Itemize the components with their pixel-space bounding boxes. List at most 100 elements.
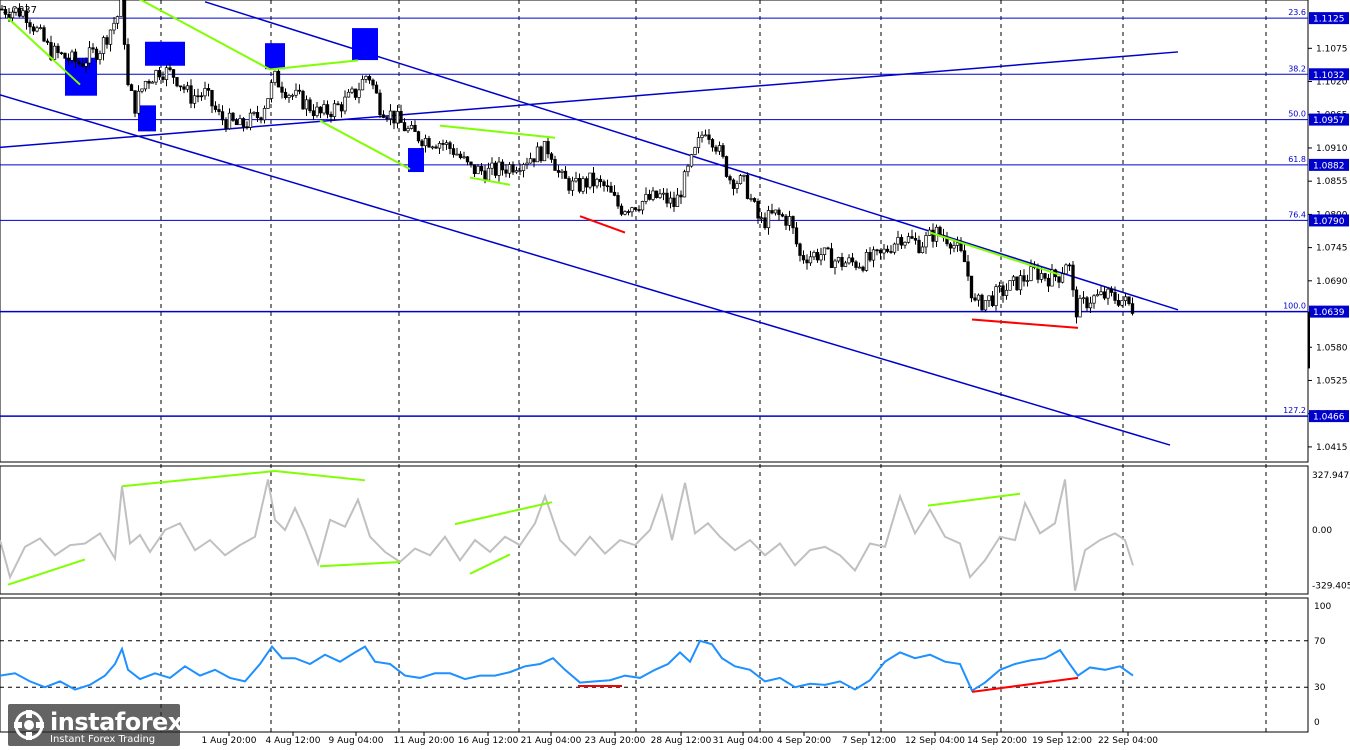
candle-bull [497, 161, 501, 176]
candle-bear [336, 103, 340, 106]
candle-bear [1113, 292, 1117, 301]
candle-bear [637, 209, 641, 211]
candle-bull [525, 162, 529, 165]
x-tick-label: 12 Sep 04:00 [905, 736, 965, 746]
fib-ratio-label: 38.2 [1288, 64, 1306, 73]
candle-bear [721, 145, 725, 157]
fib-price-box [1309, 214, 1349, 227]
candle-bear [745, 174, 750, 199]
candle-bull [315, 106, 319, 117]
candle-bear [0, 8, 4, 11]
candle-bear [948, 243, 953, 249]
candle-bear [931, 229, 935, 242]
candle-bear [710, 139, 715, 148]
candle-bull [14, 7, 18, 13]
candle-bear [231, 112, 235, 121]
candle-bear [1116, 300, 1121, 306]
candle-bear [850, 257, 855, 263]
candle-bull [920, 246, 925, 254]
candle-bear [591, 172, 596, 187]
price-tick-label: 1.0525 [1316, 376, 1348, 386]
candle-bear [605, 185, 610, 188]
candle-bull [857, 266, 862, 269]
candle-bear [220, 111, 225, 121]
candle-bear [1036, 267, 1040, 280]
candle-bull [1095, 294, 1100, 297]
candle-bull [644, 193, 648, 202]
candle-bull [35, 27, 39, 32]
fib-price-label: 1.1125 [1313, 15, 1345, 25]
candle-bull [717, 145, 722, 152]
x-tick-label: 4 Sep 20:00 [777, 736, 832, 746]
candle-bear [31, 26, 36, 32]
fib-ratio-label: 76.4 [1288, 210, 1306, 219]
candle-bear [731, 179, 736, 189]
candle-bear [969, 275, 974, 299]
candle-bull [357, 89, 361, 98]
candle-bear [553, 159, 557, 171]
candle-bull [668, 197, 673, 204]
candle-bear [854, 261, 858, 268]
price-tick-label: 1.0745 [1316, 244, 1348, 254]
price-divergence-line [7, 17, 81, 86]
candle-bull [836, 257, 841, 262]
candle-bear [318, 106, 323, 114]
candle-bear [602, 181, 606, 187]
candle-bull [595, 178, 599, 187]
candle-bull [108, 29, 113, 45]
candle-bull [581, 178, 585, 192]
candle-bull [112, 22, 116, 31]
candle-bull [819, 254, 823, 261]
candle-bull [273, 70, 277, 83]
candle-bear [556, 170, 561, 173]
price-tick-label: 1.0580 [1316, 343, 1348, 353]
candle-bull [238, 118, 242, 126]
channel-line [0, 51, 1179, 149]
candle-bear [196, 95, 200, 98]
candle-bear [728, 176, 732, 181]
channel-line [0, 94, 1171, 446]
price-tick-label: 1.1075 [1316, 44, 1348, 54]
candle-bear [861, 266, 865, 271]
signal-box [408, 148, 424, 173]
cci-axis-label: 0.00 [1312, 526, 1332, 536]
candle-bear [1102, 291, 1107, 299]
x-tick-label: 9 Aug 04:00 [329, 736, 384, 746]
candle-bull [703, 134, 708, 137]
fib-price-box [1309, 12, 1349, 25]
candle-bull [476, 165, 480, 175]
fib-price-label: 1.0466 [1313, 413, 1345, 423]
candle-bull [766, 210, 771, 229]
price-tick-label: 1.0855 [1316, 177, 1348, 187]
candle-bear [1043, 273, 1047, 279]
rsi-axis-label: 100 [1314, 602, 1331, 612]
candle-bear [1067, 264, 1072, 267]
cci-line [0, 479, 1134, 591]
candle-bull [574, 177, 578, 182]
candle-bull [847, 257, 851, 264]
cci-panel-frame [0, 465, 1309, 595]
vertical-gridlines [160, 0, 1267, 732]
x-tick-label: 21 Aug 04:00 [521, 736, 582, 746]
price-tick-label: 1.0415 [1316, 443, 1348, 453]
candle-bear [206, 88, 211, 91]
candle-bear [311, 110, 316, 117]
candle-bear [56, 45, 60, 54]
candle-bear [959, 242, 963, 252]
candle-bear [420, 140, 424, 147]
candle-bear [381, 114, 386, 118]
candle-bear [126, 44, 130, 86]
cci-axis-label: 327.9475 [1312, 471, 1350, 481]
candle-bear [105, 37, 109, 45]
candle-bull [395, 110, 400, 124]
candle-bull [406, 128, 410, 132]
rsi-axis-label: 30 [1314, 683, 1326, 693]
candle-bull [696, 137, 701, 148]
candle-bull [290, 94, 295, 97]
candle-bear [276, 70, 281, 88]
candle-bear [504, 169, 508, 174]
price-divergence-line [439, 124, 556, 139]
price-divergence-line [319, 119, 411, 170]
candle-bull [490, 162, 494, 169]
